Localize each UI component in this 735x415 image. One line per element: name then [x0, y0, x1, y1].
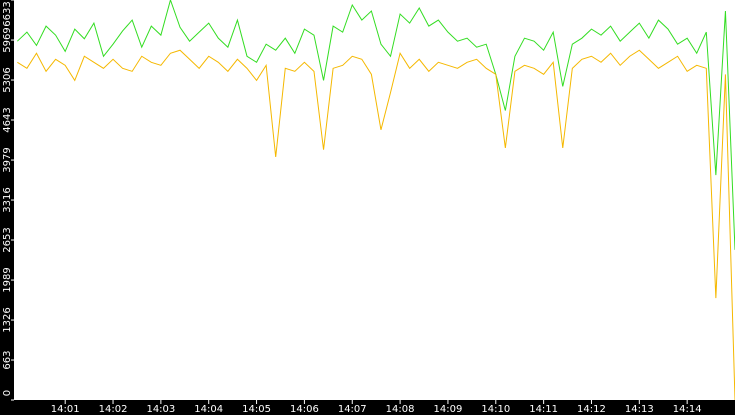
y-tick-label: 6633: [2, 1, 13, 26]
x-tick-label: 14:11: [529, 404, 558, 415]
x-axis-bar: [0, 400, 735, 415]
x-tick-label: 14:01: [51, 404, 80, 415]
x-tick-label: 14:08: [386, 404, 415, 415]
x-tick-label: 14:14: [673, 404, 702, 415]
y-axis-bar: [0, 0, 14, 415]
y-tick-label: 1989: [2, 267, 13, 292]
x-tick-label: 14:12: [577, 404, 606, 415]
y-tick-label: 5306: [2, 67, 13, 92]
x-tick-label: 14:13: [625, 404, 654, 415]
x-tick-label: 14:04: [194, 404, 223, 415]
x-tick-label: 14:02: [99, 404, 128, 415]
y-tick-label: 3316: [2, 187, 13, 212]
y-tick-label: 2653: [2, 227, 13, 252]
series-line: [17, 49, 735, 401]
y-tick-label: 4643: [2, 107, 13, 132]
x-tick-label: 14:05: [242, 404, 271, 415]
series-line: [17, 0, 735, 250]
y-tick-label: 1326: [2, 307, 13, 332]
x-tick-label: 14:07: [338, 404, 367, 415]
x-tick-label: 14:09: [434, 404, 463, 415]
y-tick-label: 663: [2, 350, 13, 369]
x-tick-label: 14:06: [290, 404, 319, 415]
y-tick-label: 3979: [2, 147, 13, 172]
y-tick-label: 5969: [2, 27, 13, 52]
y-tick-label: 0: [2, 390, 13, 396]
x-tick-label: 14:03: [146, 404, 175, 415]
x-tick-label: 14:10: [481, 404, 510, 415]
